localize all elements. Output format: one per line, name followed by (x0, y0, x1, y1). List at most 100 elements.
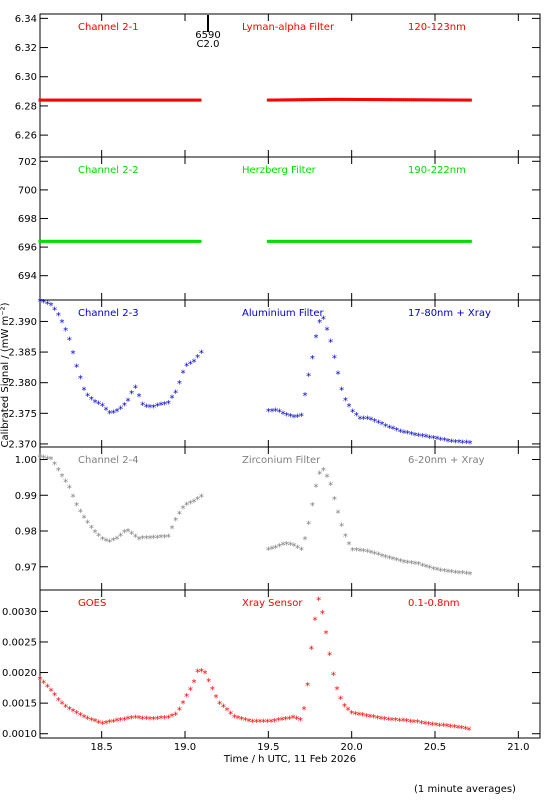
x-axis-label: Time / h UTC, 11 Feb 2026 (223, 754, 356, 765)
data-point (158, 98, 162, 102)
data-point: * (96, 532, 101, 543)
x-tick-label: 20.0 (341, 742, 363, 753)
data-point (90, 98, 94, 102)
data-point (110, 98, 114, 102)
data-point (102, 239, 106, 243)
data-point: * (148, 715, 153, 726)
data-point (88, 98, 92, 102)
data-point: * (166, 532, 171, 543)
data-point: * (309, 645, 314, 656)
series-1 (38, 97, 472, 102)
data-point: * (195, 353, 200, 364)
data-point (112, 239, 116, 243)
data-point (324, 239, 328, 243)
data-point (318, 98, 322, 102)
data-point (362, 98, 366, 102)
data-point: * (41, 298, 46, 309)
data-point (456, 239, 460, 243)
data-point (42, 98, 46, 102)
data-point (352, 97, 356, 101)
data-point: * (111, 536, 116, 547)
data-point (84, 98, 88, 102)
data-point: * (140, 714, 145, 725)
data-point: * (162, 714, 167, 725)
data-point: * (317, 318, 322, 329)
data-point: * (122, 401, 127, 412)
data-point: * (266, 546, 271, 557)
data-point: * (192, 357, 197, 368)
data-point (378, 98, 382, 102)
data-point (284, 98, 288, 102)
panel-4: 0.97 0.98 0.99 1.00 Channel 2-4 Zirconium Fil… (15, 446, 541, 591)
data-point: * (115, 407, 120, 418)
data-point: * (413, 431, 418, 442)
data-point (180, 98, 184, 102)
data-point (440, 98, 444, 102)
data-point (188, 98, 192, 102)
data-point: * (401, 717, 406, 728)
data-point (182, 239, 186, 243)
data-point (172, 98, 176, 102)
data-point: * (332, 353, 337, 364)
data-point: * (383, 553, 388, 564)
data-point (322, 97, 326, 101)
data-point (58, 98, 62, 102)
data-point: * (303, 535, 308, 546)
y-tick-label: 698 (18, 214, 37, 225)
data-point: * (93, 528, 98, 539)
data-point (272, 98, 276, 102)
x-tick-label: 19.0 (174, 742, 196, 753)
data-point (178, 98, 182, 102)
data-point (464, 98, 468, 102)
data-point (374, 98, 378, 102)
data-point (370, 98, 374, 102)
data-point: * (144, 715, 149, 726)
data-point (120, 98, 124, 102)
data-point: * (41, 679, 46, 690)
data-point (384, 98, 388, 102)
data-point: * (364, 712, 369, 723)
data-point (58, 239, 62, 243)
data-point (284, 239, 288, 243)
data-point (194, 239, 198, 243)
data-point: * (445, 722, 450, 733)
data-point (338, 239, 342, 243)
data-point (104, 239, 108, 243)
data-point (446, 98, 450, 102)
data-point: * (38, 297, 43, 308)
data-point: * (269, 717, 274, 728)
data-point (376, 239, 380, 243)
data-point (288, 98, 292, 102)
data-point (404, 239, 408, 243)
data-point: * (291, 714, 296, 725)
data-point (126, 239, 130, 243)
x-tick-label: 19.5 (257, 742, 279, 753)
data-point (138, 239, 142, 243)
data-point (342, 97, 346, 101)
data-point (400, 239, 404, 243)
panel-channel-label: Channel 2-3 (78, 308, 139, 319)
data-point: * (321, 315, 326, 326)
data-point: * (41, 454, 46, 465)
data-point: * (306, 520, 311, 531)
data-point (316, 239, 320, 243)
data-point (440, 239, 444, 243)
data-point (308, 239, 312, 243)
data-point (332, 97, 336, 101)
data-point: * (456, 724, 461, 735)
data-point: * (159, 533, 164, 544)
data-point: * (372, 417, 377, 428)
data-point (298, 98, 302, 102)
data-point: * (111, 408, 116, 419)
data-point: * (129, 714, 134, 725)
data-point (312, 98, 316, 102)
data-point (92, 239, 96, 243)
data-point: * (89, 716, 94, 727)
data-point: * (272, 717, 277, 728)
data-point: * (349, 709, 354, 720)
data-point (334, 97, 338, 101)
data-point: * (148, 403, 153, 414)
data-point: * (412, 718, 417, 729)
x-tick-label: 20.5 (424, 742, 446, 753)
data-point: * (313, 616, 318, 627)
